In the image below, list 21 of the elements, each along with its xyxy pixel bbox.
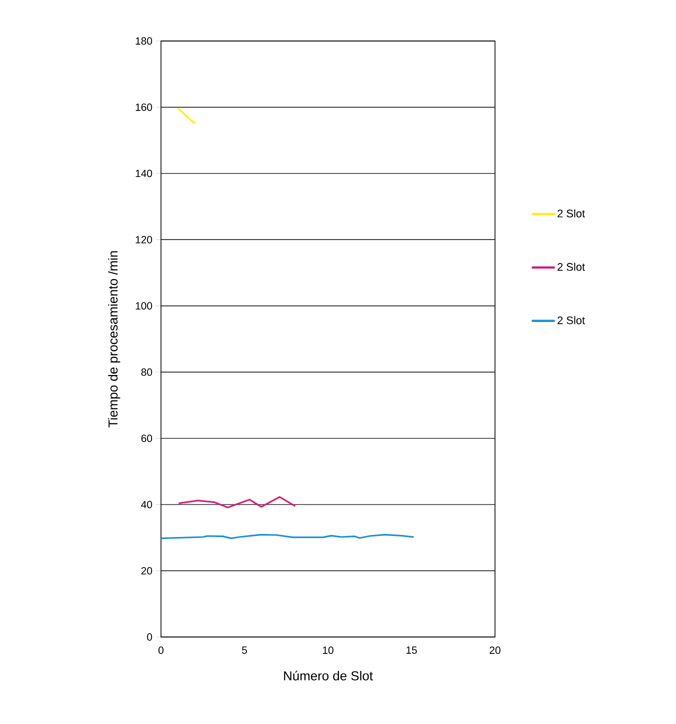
x-tick-label: 10 bbox=[322, 646, 334, 654]
line-series bbox=[178, 496, 296, 508]
x-tick-label: 0 bbox=[158, 646, 164, 654]
x-tick-label: 20 bbox=[490, 646, 500, 654]
y-tick-label: 140 bbox=[136, 170, 152, 178]
y-tick-label: 180 bbox=[136, 37, 152, 45]
y-tick-label: 160 bbox=[136, 104, 152, 111]
legend-label: 2 Slot bbox=[558, 316, 585, 324]
y-axis-title: Tiempo de procesamiento /min bbox=[108, 251, 120, 428]
y-tick-label: 60 bbox=[141, 434, 152, 442]
legend-label: 2 Slot bbox=[558, 262, 585, 271]
y-tick-label: 0 bbox=[147, 633, 152, 641]
legend-label: 2 Slot bbox=[558, 209, 585, 218]
y-tick-label: 20 bbox=[141, 567, 152, 574]
x-axis-title: Número de Slot bbox=[284, 670, 373, 680]
y-tick-label: 120 bbox=[136, 236, 152, 244]
x-tick-label: 15 bbox=[406, 646, 417, 654]
y-tick-label: 80 bbox=[141, 368, 152, 376]
y-tick-label: 40 bbox=[141, 500, 152, 508]
x-tick-label: 5 bbox=[242, 646, 247, 654]
y-tick-label: 100 bbox=[136, 302, 152, 310]
